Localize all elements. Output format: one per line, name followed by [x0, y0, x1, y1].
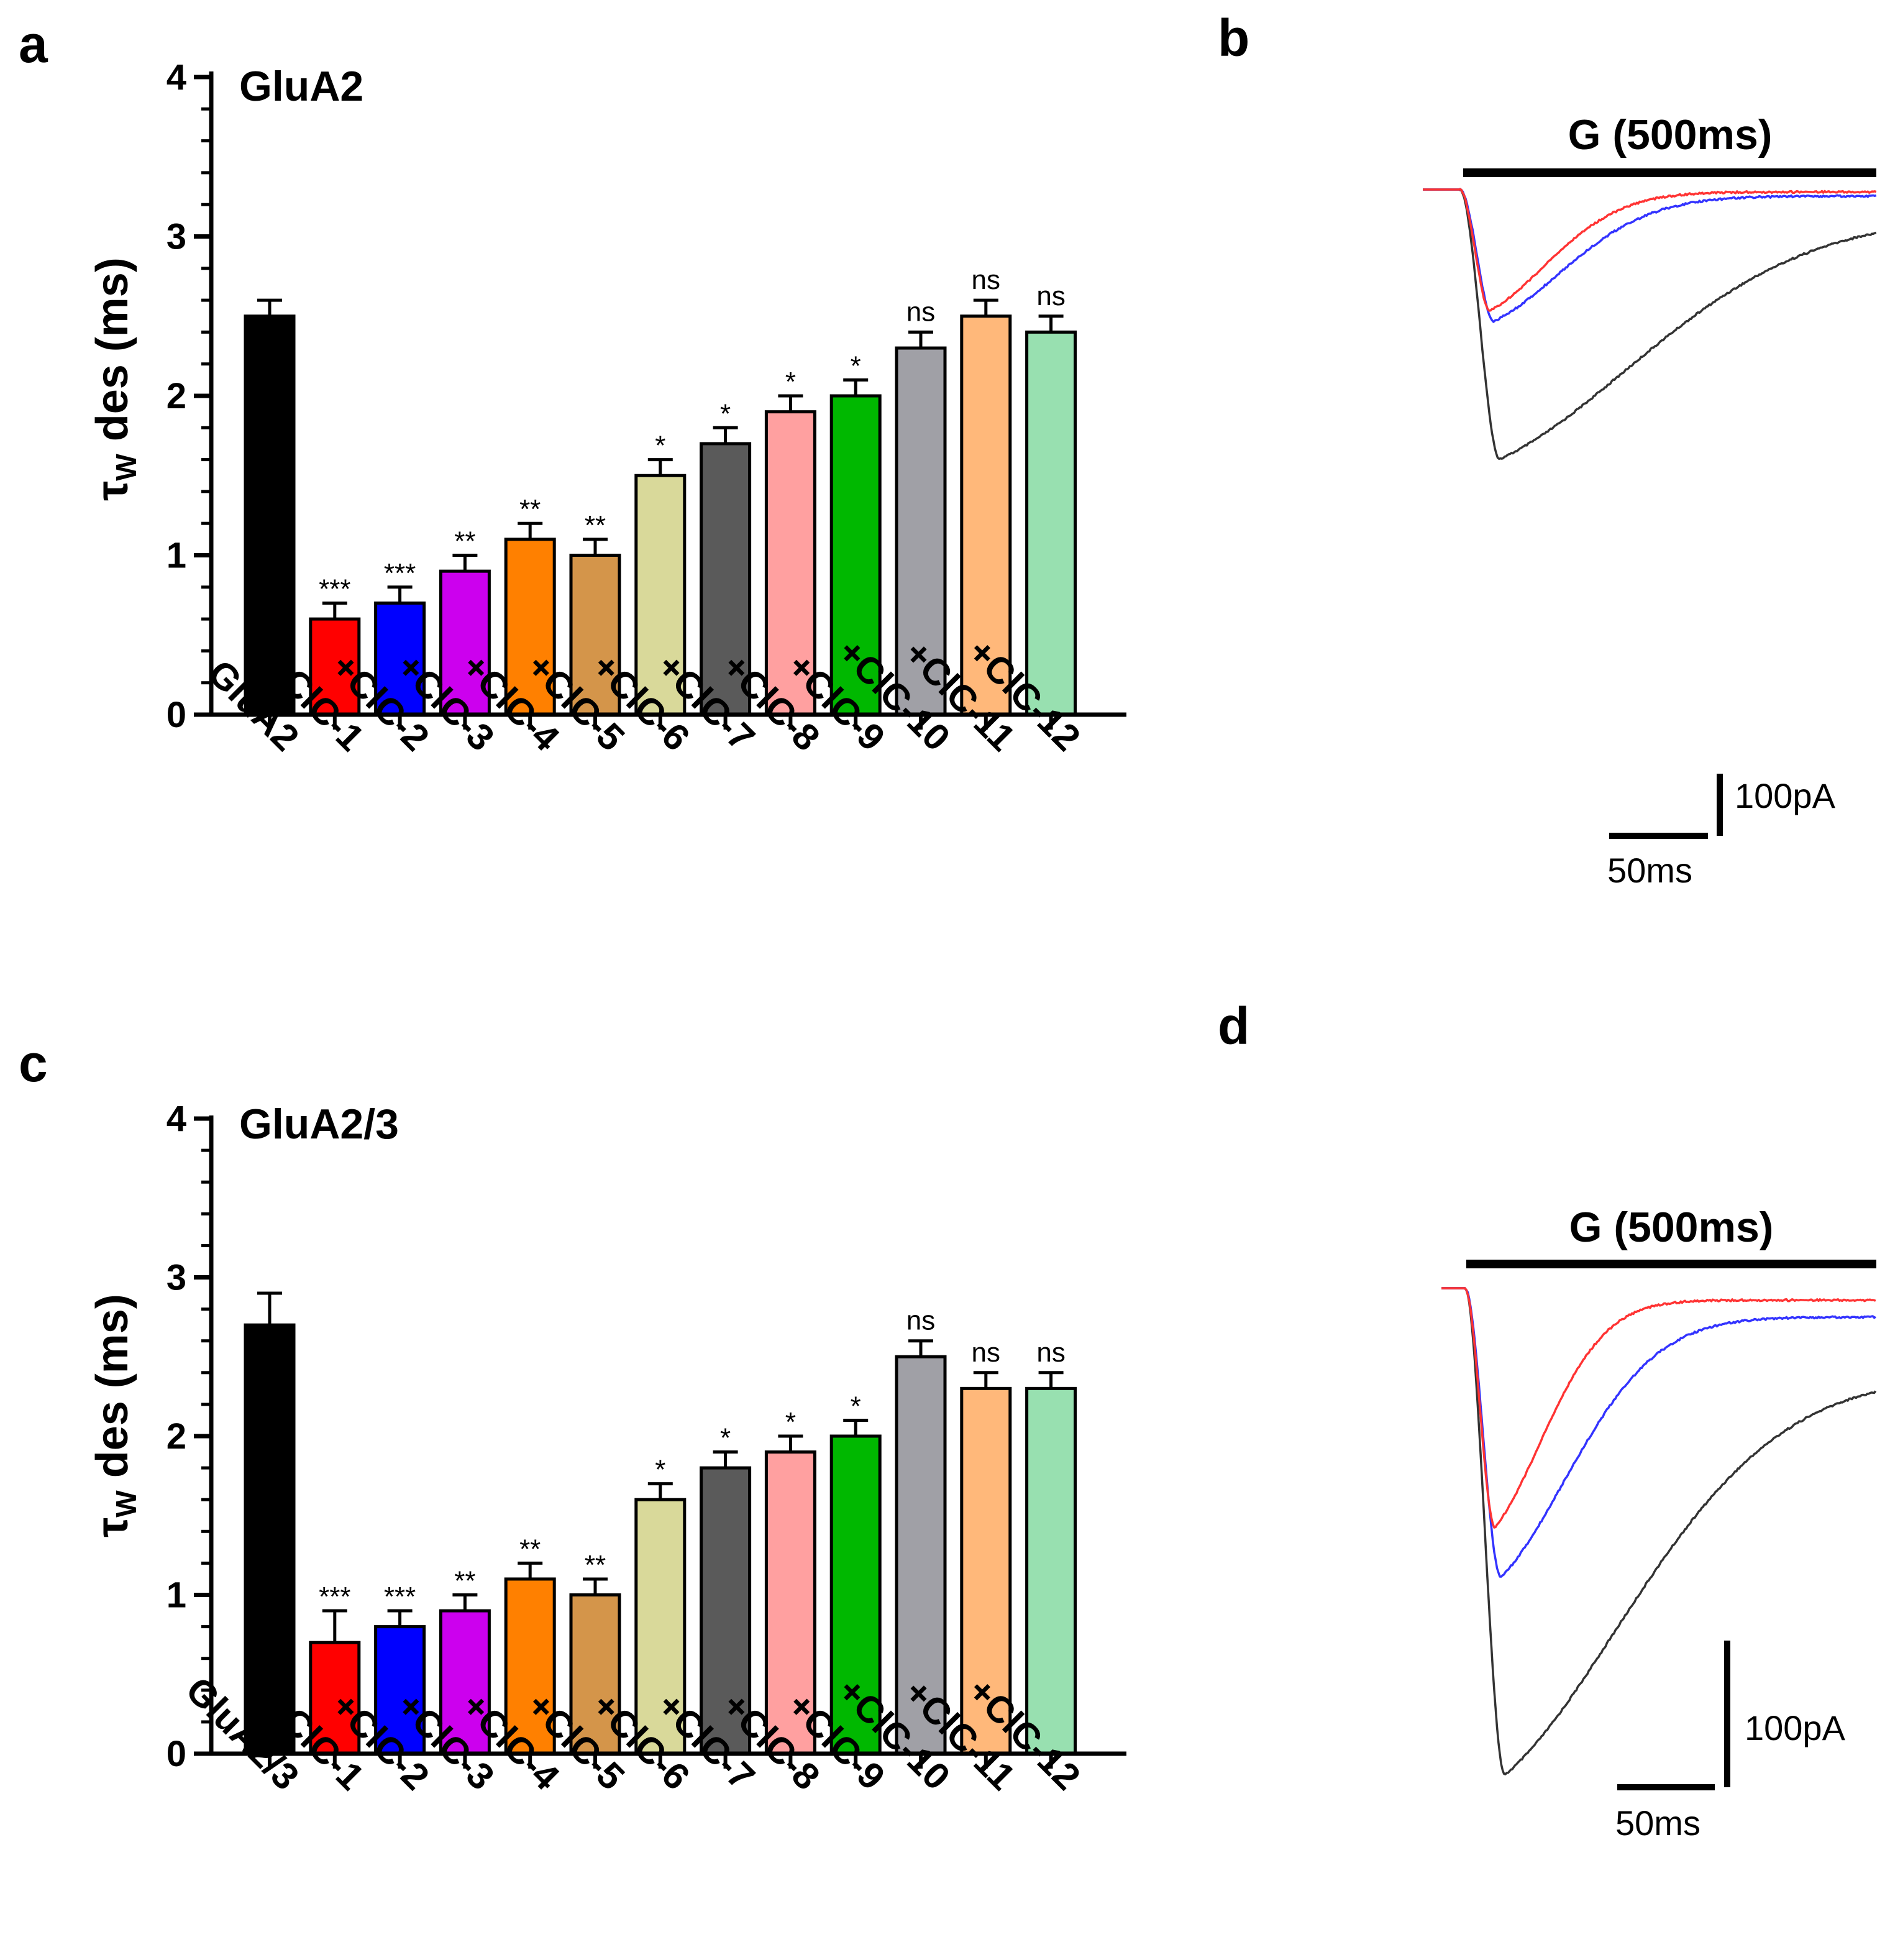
black-trace — [1441, 1287, 1877, 1775]
y-tick-label: 1 — [167, 1575, 186, 1616]
y-tick-label: 2 — [167, 376, 186, 416]
chart-title: GluA2/3 — [239, 1101, 399, 1148]
significance-label: ns — [972, 1337, 1000, 1368]
black-trace — [1423, 188, 1877, 460]
bar-clc-7 — [700, 442, 752, 717]
bar-clc-2 — [374, 1625, 426, 1756]
red-trace — [1423, 188, 1877, 312]
y-tick-label: 4 — [167, 1099, 186, 1139]
current-traces-d: G (500ms) 100pA 50ms — [1441, 1204, 1877, 1843]
bar-clc-5 — [569, 1593, 621, 1756]
bar-clc-12 — [1025, 1386, 1077, 1756]
y-tick-label: 2 — [167, 1416, 186, 1457]
significance-label: * — [785, 1407, 796, 1437]
scale-label-time: 50ms — [1607, 851, 1692, 890]
current-traces-b: G (500ms) 100pA 50ms — [1423, 111, 1877, 890]
stimulus-label: G (500ms) — [1568, 111, 1773, 158]
scale-label-time: 50ms — [1615, 1803, 1701, 1843]
significance-label: * — [720, 398, 731, 429]
significance-label: ** — [519, 1534, 541, 1564]
y-axis-title: τW des (ms) — [88, 1294, 142, 1537]
y-tick-label: 0 — [167, 1734, 186, 1774]
chart-title: GluA2 — [239, 63, 363, 110]
y-tick-label: 3 — [167, 217, 186, 257]
bar-clc-12 — [1025, 330, 1077, 717]
significance-label: *** — [319, 574, 350, 604]
y-axis-ticks: 0 1 2 3 4 — [167, 57, 211, 735]
significance-label: ns — [906, 296, 935, 327]
trace-lines — [1441, 1287, 1877, 1775]
bar-clc-10 — [895, 1355, 947, 1756]
blue-trace — [1423, 188, 1877, 323]
bar-clc-3 — [439, 569, 491, 717]
significance-label: ** — [454, 526, 475, 557]
y-axis-ticks: 0 1 2 3 4 — [167, 1099, 211, 1774]
bar-glua2 — [244, 314, 296, 717]
bar-clc-11 — [960, 1386, 1012, 1756]
panel-letter-d: d — [1218, 997, 1249, 1055]
y-tick-label: 1 — [167, 536, 186, 576]
bar-clc-4 — [504, 538, 556, 717]
significance-label: * — [851, 1391, 861, 1421]
y-tick-label: 4 — [167, 57, 186, 98]
significance-label: *** — [319, 1582, 350, 1612]
blue-trace — [1441, 1287, 1876, 1578]
bar-clc-2 — [374, 601, 426, 717]
bar-clc-5 — [569, 554, 621, 717]
red-trace — [1441, 1287, 1876, 1529]
bar-clc-6 — [634, 1498, 687, 1756]
significance-label: ns — [1036, 1337, 1065, 1368]
trace-lines — [1423, 188, 1877, 460]
significance-label: * — [655, 1455, 665, 1485]
bar-clc-11 — [960, 314, 1012, 717]
significance-label: ** — [454, 1566, 475, 1596]
significance-label: * — [655, 431, 665, 461]
y-axis-title: τW des (ms) — [88, 257, 142, 501]
significance-label: ns — [972, 265, 1000, 295]
significance-label: * — [851, 350, 861, 381]
significance-label: *** — [384, 1582, 416, 1612]
panel-letter-a: a — [19, 15, 48, 73]
significance-label: ** — [519, 494, 541, 524]
significance-label: *** — [384, 558, 416, 588]
significance-label: * — [785, 367, 796, 397]
bar-clc-6 — [634, 474, 687, 717]
significance-label: * — [720, 1423, 731, 1454]
bar-clc-7 — [700, 1466, 752, 1756]
scale-label-current: 100pA — [1735, 776, 1836, 815]
bar-clc-8 — [764, 410, 816, 717]
y-tick-label: 3 — [167, 1258, 186, 1298]
stimulus-label: G (500ms) — [1569, 1204, 1774, 1251]
significance-label: ns — [1036, 281, 1065, 311]
scale-label-current: 100pA — [1745, 1708, 1846, 1747]
panel-letter-c: c — [19, 1034, 48, 1092]
y-tick-label: 0 — [167, 695, 186, 735]
significance-label: ns — [906, 1306, 935, 1336]
panel-letter-b: b — [1218, 9, 1249, 67]
significance-label: ** — [585, 510, 606, 541]
significance-label: ** — [585, 1550, 606, 1580]
